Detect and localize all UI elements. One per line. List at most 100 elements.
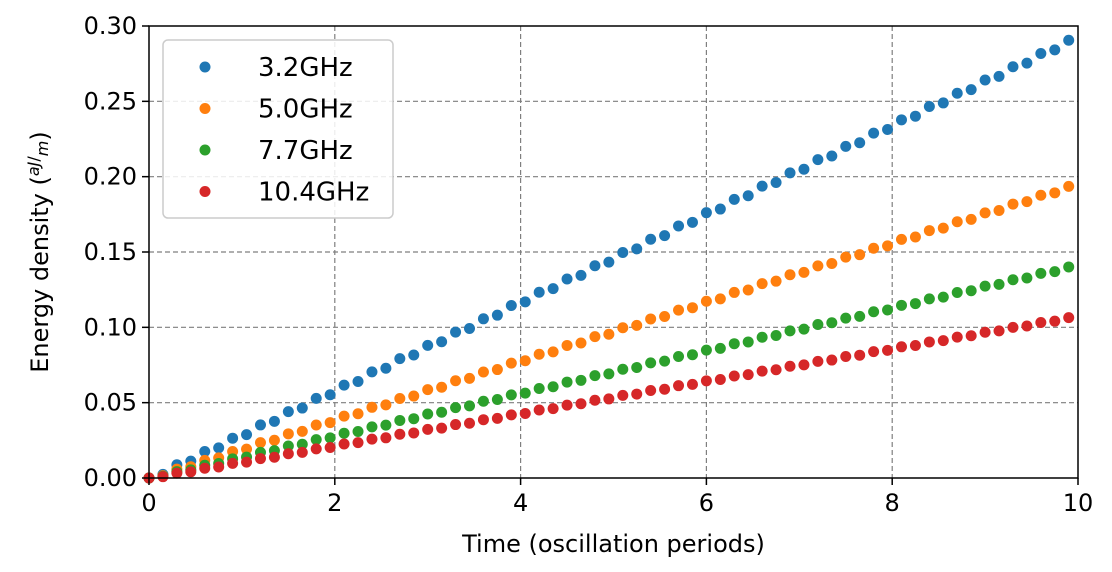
data-point: [1035, 189, 1047, 201]
data-point: [241, 429, 253, 441]
data-point: [868, 127, 880, 139]
data-point: [533, 382, 545, 394]
data-point: [422, 408, 434, 420]
data-point: [979, 326, 991, 338]
data-point: [979, 280, 991, 292]
data-point: [840, 140, 852, 152]
data-point: [505, 300, 517, 312]
data-point: [491, 364, 503, 376]
data-point: [1007, 274, 1019, 286]
data-point: [1021, 196, 1033, 208]
legend-label: 7.7GHz: [258, 136, 353, 166]
data-point: [310, 443, 322, 455]
data-point: [645, 357, 657, 369]
data-point: [882, 344, 894, 356]
data-point: [505, 389, 517, 401]
data-point: [436, 336, 448, 348]
y-axis-unit-slash: /: [24, 156, 43, 162]
data-point: [408, 427, 420, 439]
data-point: [1035, 47, 1047, 59]
data-point: [645, 313, 657, 325]
data-point: [1063, 312, 1075, 324]
y-tick-label: 0.10: [84, 313, 137, 341]
data-point: [937, 291, 949, 303]
data-point: [895, 114, 907, 126]
data-point: [770, 275, 782, 287]
data-point: [380, 362, 392, 374]
data-point: [756, 365, 768, 377]
data-point: [700, 375, 712, 387]
data-point: [227, 457, 239, 469]
series-7.7GHz: [143, 261, 1075, 484]
data-point: [617, 246, 629, 258]
data-point: [185, 466, 197, 478]
data-point: [659, 230, 671, 242]
data-point: [338, 410, 350, 422]
data-point: [714, 342, 726, 354]
data-point: [965, 213, 977, 225]
data-point: [659, 311, 671, 323]
data-point: [450, 375, 462, 387]
data-point: [575, 269, 587, 281]
svg-text:Energy density (aJ/m): Energy density (aJ/m): [24, 131, 54, 373]
data-point: [909, 110, 921, 122]
data-point: [700, 295, 712, 307]
data-point: [324, 417, 336, 429]
data-point: [1007, 61, 1019, 73]
data-point: [352, 437, 364, 449]
data-point: [812, 355, 824, 367]
data-point: [324, 432, 336, 444]
data-point: [282, 448, 294, 460]
data-point: [617, 363, 629, 375]
data-point: [561, 376, 573, 388]
legend: 3.2GHz 5.0GHz 7.7GHz 10.4GHz: [162, 39, 394, 219]
y-axis-unit-denominator: m: [33, 141, 52, 157]
data-point: [909, 231, 921, 243]
data-point: [645, 233, 657, 245]
data-point: [826, 150, 838, 162]
data-point: [1049, 266, 1061, 278]
data-point: [923, 293, 935, 305]
data-point: [477, 366, 489, 378]
data-point: [199, 462, 211, 474]
data-point: [965, 285, 977, 297]
legend-label: 5.0GHz: [258, 95, 353, 125]
data-point: [951, 287, 963, 299]
data-point: [1007, 321, 1019, 333]
data-point: [338, 438, 350, 450]
x-tick-label: 10: [1063, 489, 1094, 517]
data-point: [714, 293, 726, 305]
data-point: [575, 398, 587, 410]
data-point: [854, 310, 866, 322]
data-point: [812, 260, 824, 272]
data-point: [882, 304, 894, 316]
data-point: [1049, 315, 1061, 327]
data-point: [728, 286, 740, 298]
data-point: [254, 437, 266, 449]
data-point: [324, 442, 336, 454]
data-point: [937, 335, 949, 347]
data-point: [1021, 57, 1033, 69]
data-point: [533, 286, 545, 298]
data-point: [923, 225, 935, 237]
data-point: [756, 331, 768, 343]
data-point: [645, 385, 657, 397]
data-point: [1063, 180, 1075, 192]
data-point: [366, 366, 378, 378]
data-point: [394, 414, 406, 426]
data-point: [840, 312, 852, 324]
x-axis-label: Time (oscillation periods): [461, 530, 765, 558]
data-point: [352, 376, 364, 388]
data-point: [366, 433, 378, 445]
data-point: [868, 346, 880, 358]
data-point: [965, 84, 977, 96]
data-point: [519, 355, 531, 367]
data-point: [686, 378, 698, 390]
data-point: [742, 190, 754, 202]
data-point: [547, 283, 559, 295]
data-point: [464, 417, 476, 429]
data-point: [477, 395, 489, 407]
ticks: 0 2 4 6 8 10 0.00 0.05 0.10 0.15 0.20 0.25 0.30: [84, 12, 1094, 517]
data-point: [784, 269, 796, 281]
